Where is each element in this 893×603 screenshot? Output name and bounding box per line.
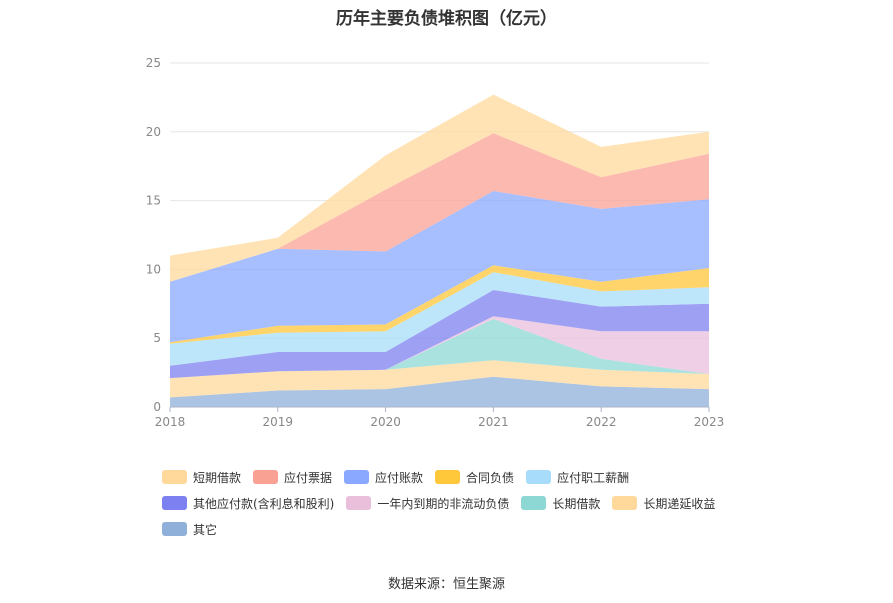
stacked-area-chart: 0 5 10 15 20 25 2018 2019 2020 2021 2022 2023 [146,56,725,429]
legend-swatch [435,470,461,484]
y-tick-label: 15 [146,194,161,208]
area-应付职工薪酬[interactable] [170,272,709,366]
legend-label: 其他应付款(含利息和股利) [193,496,335,511]
legend-item[interactable]: 应付职工薪酬 [526,468,629,486]
legend-label: 应付票据 [284,470,333,485]
legend-swatch [253,470,279,484]
legend-label: 应付职工薪酬 [557,470,630,485]
legend-label: 合同负债 [466,470,515,485]
y-tick-label: 5 [153,331,161,345]
legend-item[interactable]: 一年内到期的非流动负债 [346,494,509,512]
legend-item[interactable]: 长期递延收益 [612,494,715,512]
legend-swatch [162,470,187,484]
axes: 0 5 10 15 20 25 2018 2019 2020 2021 2022 2023 [146,56,725,429]
x-tick-label: 2022 [586,415,617,429]
legend-swatch [162,522,187,536]
area-合同负债[interactable] [170,265,709,344]
y-tick-label: 0 [153,400,161,414]
legend-item[interactable]: 长期借款 [521,494,600,512]
y-tick-label: 20 [146,125,161,139]
x-tick-label: 2019 [263,415,294,429]
x-tick-label: 2021 [478,415,509,429]
chart-title: 历年主要负债堆积图（亿元） [336,9,557,29]
area-一年内到期的非流动负债[interactable] [170,316,709,379]
legend-label: 其它 [193,522,218,537]
area-应付票据[interactable] [170,133,709,282]
area-长期借款[interactable] [170,318,709,379]
y-tick-label: 10 [146,262,161,276]
legend-swatch [346,496,372,510]
chart-legend: 短期借款 应付票据 应付账款 合同负债 应付职工薪酬其他应付款(含利息和股利) 一年内到期… [162,468,782,538]
area-应付账款[interactable] [170,191,709,343]
x-tick-label: 2018 [155,415,186,429]
legend-label: 长期借款 [552,496,601,511]
area-其他应付款(含利息和股利)[interactable] [170,290,709,379]
x-tick-label: 2023 [694,415,725,429]
legend-item[interactable]: 其它 [162,520,217,538]
x-tick-label: 2020 [370,415,401,429]
area-长期递延收益[interactable] [170,360,709,398]
legend-swatch [521,496,547,510]
area-series [170,94,709,407]
legend-label: 长期递延收益 [643,496,716,511]
legend-item[interactable]: 其他应付款(含利息和股利) [162,494,334,512]
y-tick-label: 25 [146,56,161,70]
legend-item[interactable]: 应付票据 [253,468,332,486]
legend-swatch [526,470,552,484]
legend-label: 应付账款 [375,470,424,485]
area-其它[interactable] [170,376,709,407]
legend-swatch [162,496,187,510]
legend-item[interactable]: 合同负债 [435,468,514,486]
area-短期借款[interactable] [170,94,709,282]
legend-swatch [344,470,370,484]
legend-label: 一年内到期的非流动负债 [377,496,510,511]
legend-label: 短期借款 [193,470,242,485]
data-source-note: 数据来源：恒生聚源 [387,577,505,592]
legend-swatch [612,496,638,510]
legend-item[interactable]: 应付账款 [344,468,423,486]
legend-item[interactable]: 短期借款 [162,468,241,486]
